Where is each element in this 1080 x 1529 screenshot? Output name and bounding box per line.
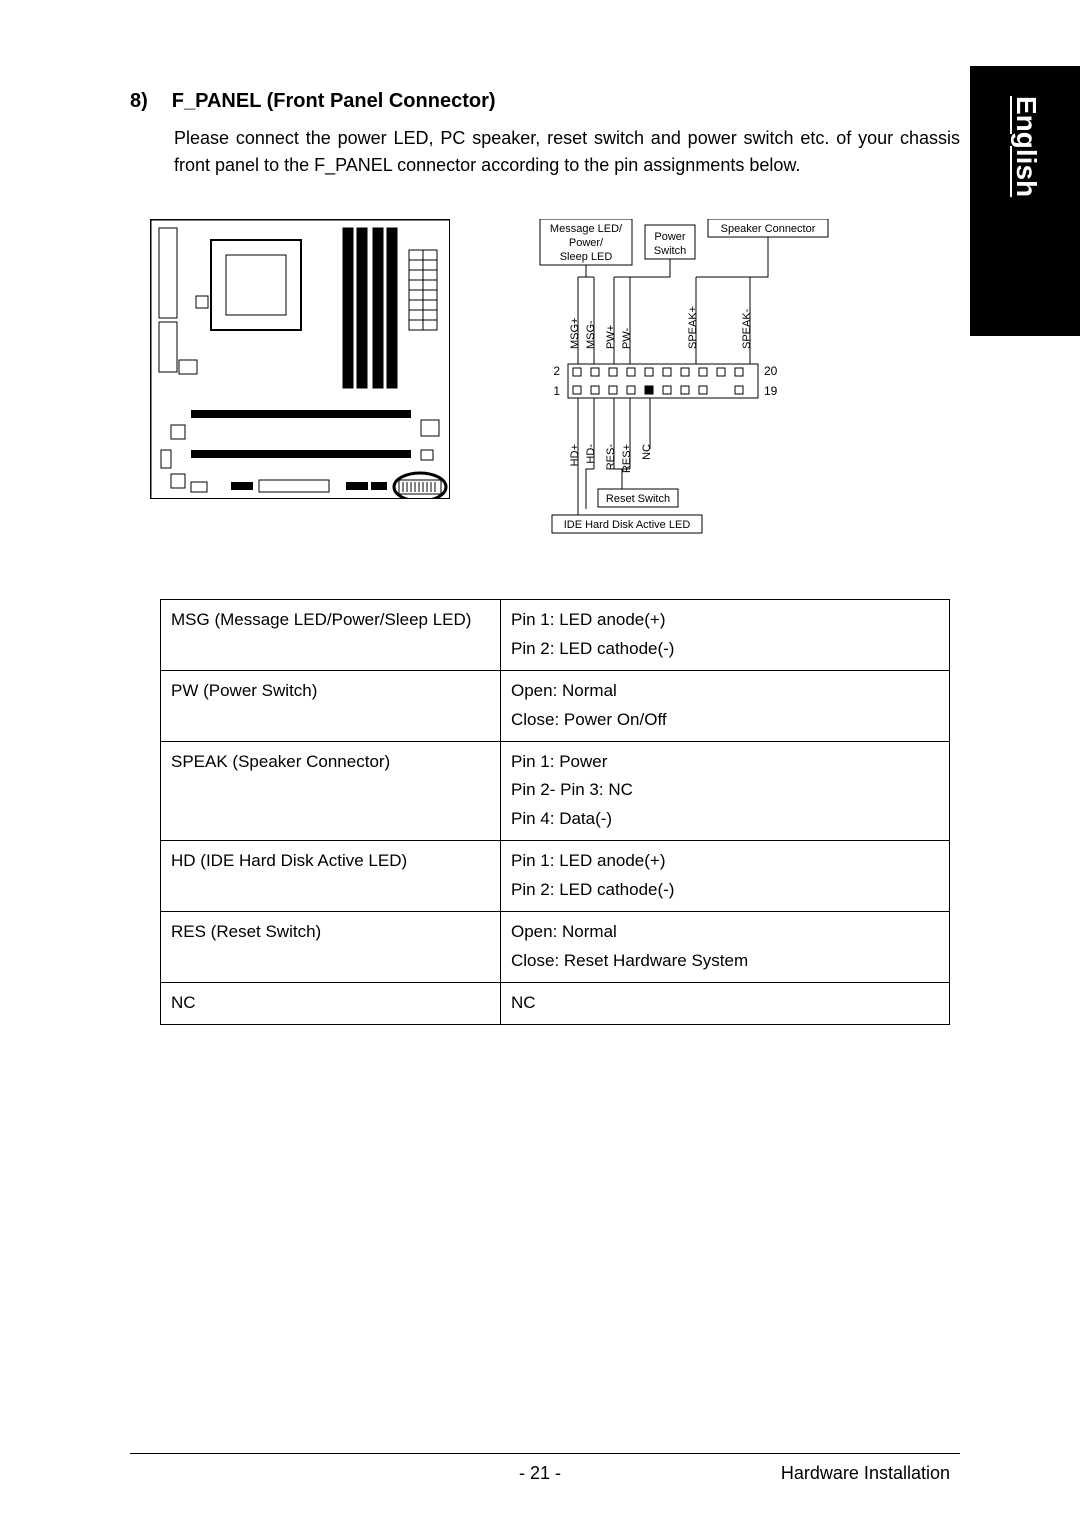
table-row: NCNC: [161, 982, 950, 1024]
pin-res-plus: RES+: [621, 444, 633, 473]
pin-table: MSG (Message LED/Power/Sleep LED)Pin 1: …: [160, 599, 950, 1025]
section-title: F_PANEL (Front Panel Connector): [172, 90, 496, 113]
row-20: 20: [764, 364, 778, 378]
pin-hd-minus: HD-: [585, 444, 597, 464]
pin-nc: NC: [641, 444, 653, 460]
pin-diagram: Message LED/ Power/ Sleep LED Power Swit…: [510, 219, 840, 539]
table-row: PW (Power Switch)Open: NormalClose: Powe…: [161, 670, 950, 741]
signal-name: PW (Power Switch): [161, 670, 501, 741]
hd-label: IDE Hard Disk Active LED: [564, 519, 691, 531]
msg-label-3: Sleep LED: [560, 251, 613, 263]
signal-desc: Pin 1: PowerPin 2- Pin 3: NCPin 4: Data(…: [501, 741, 950, 841]
footer-section: Hardware Installation: [781, 1463, 950, 1484]
table-row: RES (Reset Switch)Open: NormalClose: Res…: [161, 912, 950, 983]
pin-msg-minus: MSG-: [585, 320, 597, 349]
page-content: 8) F_PANEL (Front Panel Connector) Pleas…: [130, 90, 960, 1025]
pw-label-1: Power: [654, 231, 686, 243]
row-19: 19: [764, 384, 778, 398]
row-1: 1: [553, 384, 560, 398]
signal-name: HD (IDE Hard Disk Active LED): [161, 841, 501, 912]
pw-label-2: Switch: [654, 245, 686, 257]
figure-row: Message LED/ Power/ Sleep LED Power Swit…: [150, 219, 960, 539]
signal-name: NC: [161, 982, 501, 1024]
pin-msg-plus: MSG+: [569, 318, 581, 349]
section-heading: 8) F_PANEL (Front Panel Connector): [130, 90, 960, 113]
signal-name: RES (Reset Switch): [161, 912, 501, 983]
table-row: MSG (Message LED/Power/Sleep LED)Pin 1: …: [161, 600, 950, 671]
pin-pw-plus: PW+: [605, 325, 617, 349]
section-number: 8): [130, 90, 148, 113]
pin-pw-minus: PW-: [621, 327, 633, 349]
signal-desc: Open: NormalClose: Power On/Off: [501, 670, 950, 741]
signal-desc: NC: [501, 982, 950, 1024]
language-tab: English: [970, 66, 1080, 336]
table-row: HD (IDE Hard Disk Active LED)Pin 1: LED …: [161, 841, 950, 912]
page-number: - 21 -: [519, 1463, 561, 1484]
msg-label-2: Power/: [569, 237, 604, 249]
signal-desc: Pin 1: LED anode(+)Pin 2: LED cathode(-): [501, 600, 950, 671]
motherboard-diagram: [150, 219, 450, 499]
signal-desc: Pin 1: LED anode(+)Pin 2: LED cathode(-): [501, 841, 950, 912]
signal-name: SPEAK (Speaker Connector): [161, 741, 501, 841]
pin-res-minus: RES-: [605, 444, 617, 471]
table-row: SPEAK (Speaker Connector)Pin 1: PowerPin…: [161, 741, 950, 841]
pin-speak-plus: SPEAK+: [687, 306, 699, 349]
signal-name: MSG (Message LED/Power/Sleep LED): [161, 600, 501, 671]
msg-label-1: Message LED/: [550, 223, 623, 235]
speak-label: Speaker Connector: [721, 223, 816, 235]
signal-desc: Open: NormalClose: Reset Hardware System: [501, 912, 950, 983]
footer-rule: [130, 1453, 960, 1454]
pin-hd-plus: HD+: [569, 444, 581, 466]
language-label: English: [1010, 96, 1042, 197]
pin-speak-minus: SPEAK-: [741, 308, 753, 349]
section-description: Please connect the power LED, PC speaker…: [174, 125, 960, 179]
reset-label: Reset Switch: [606, 493, 670, 505]
row-2: 2: [553, 364, 560, 378]
